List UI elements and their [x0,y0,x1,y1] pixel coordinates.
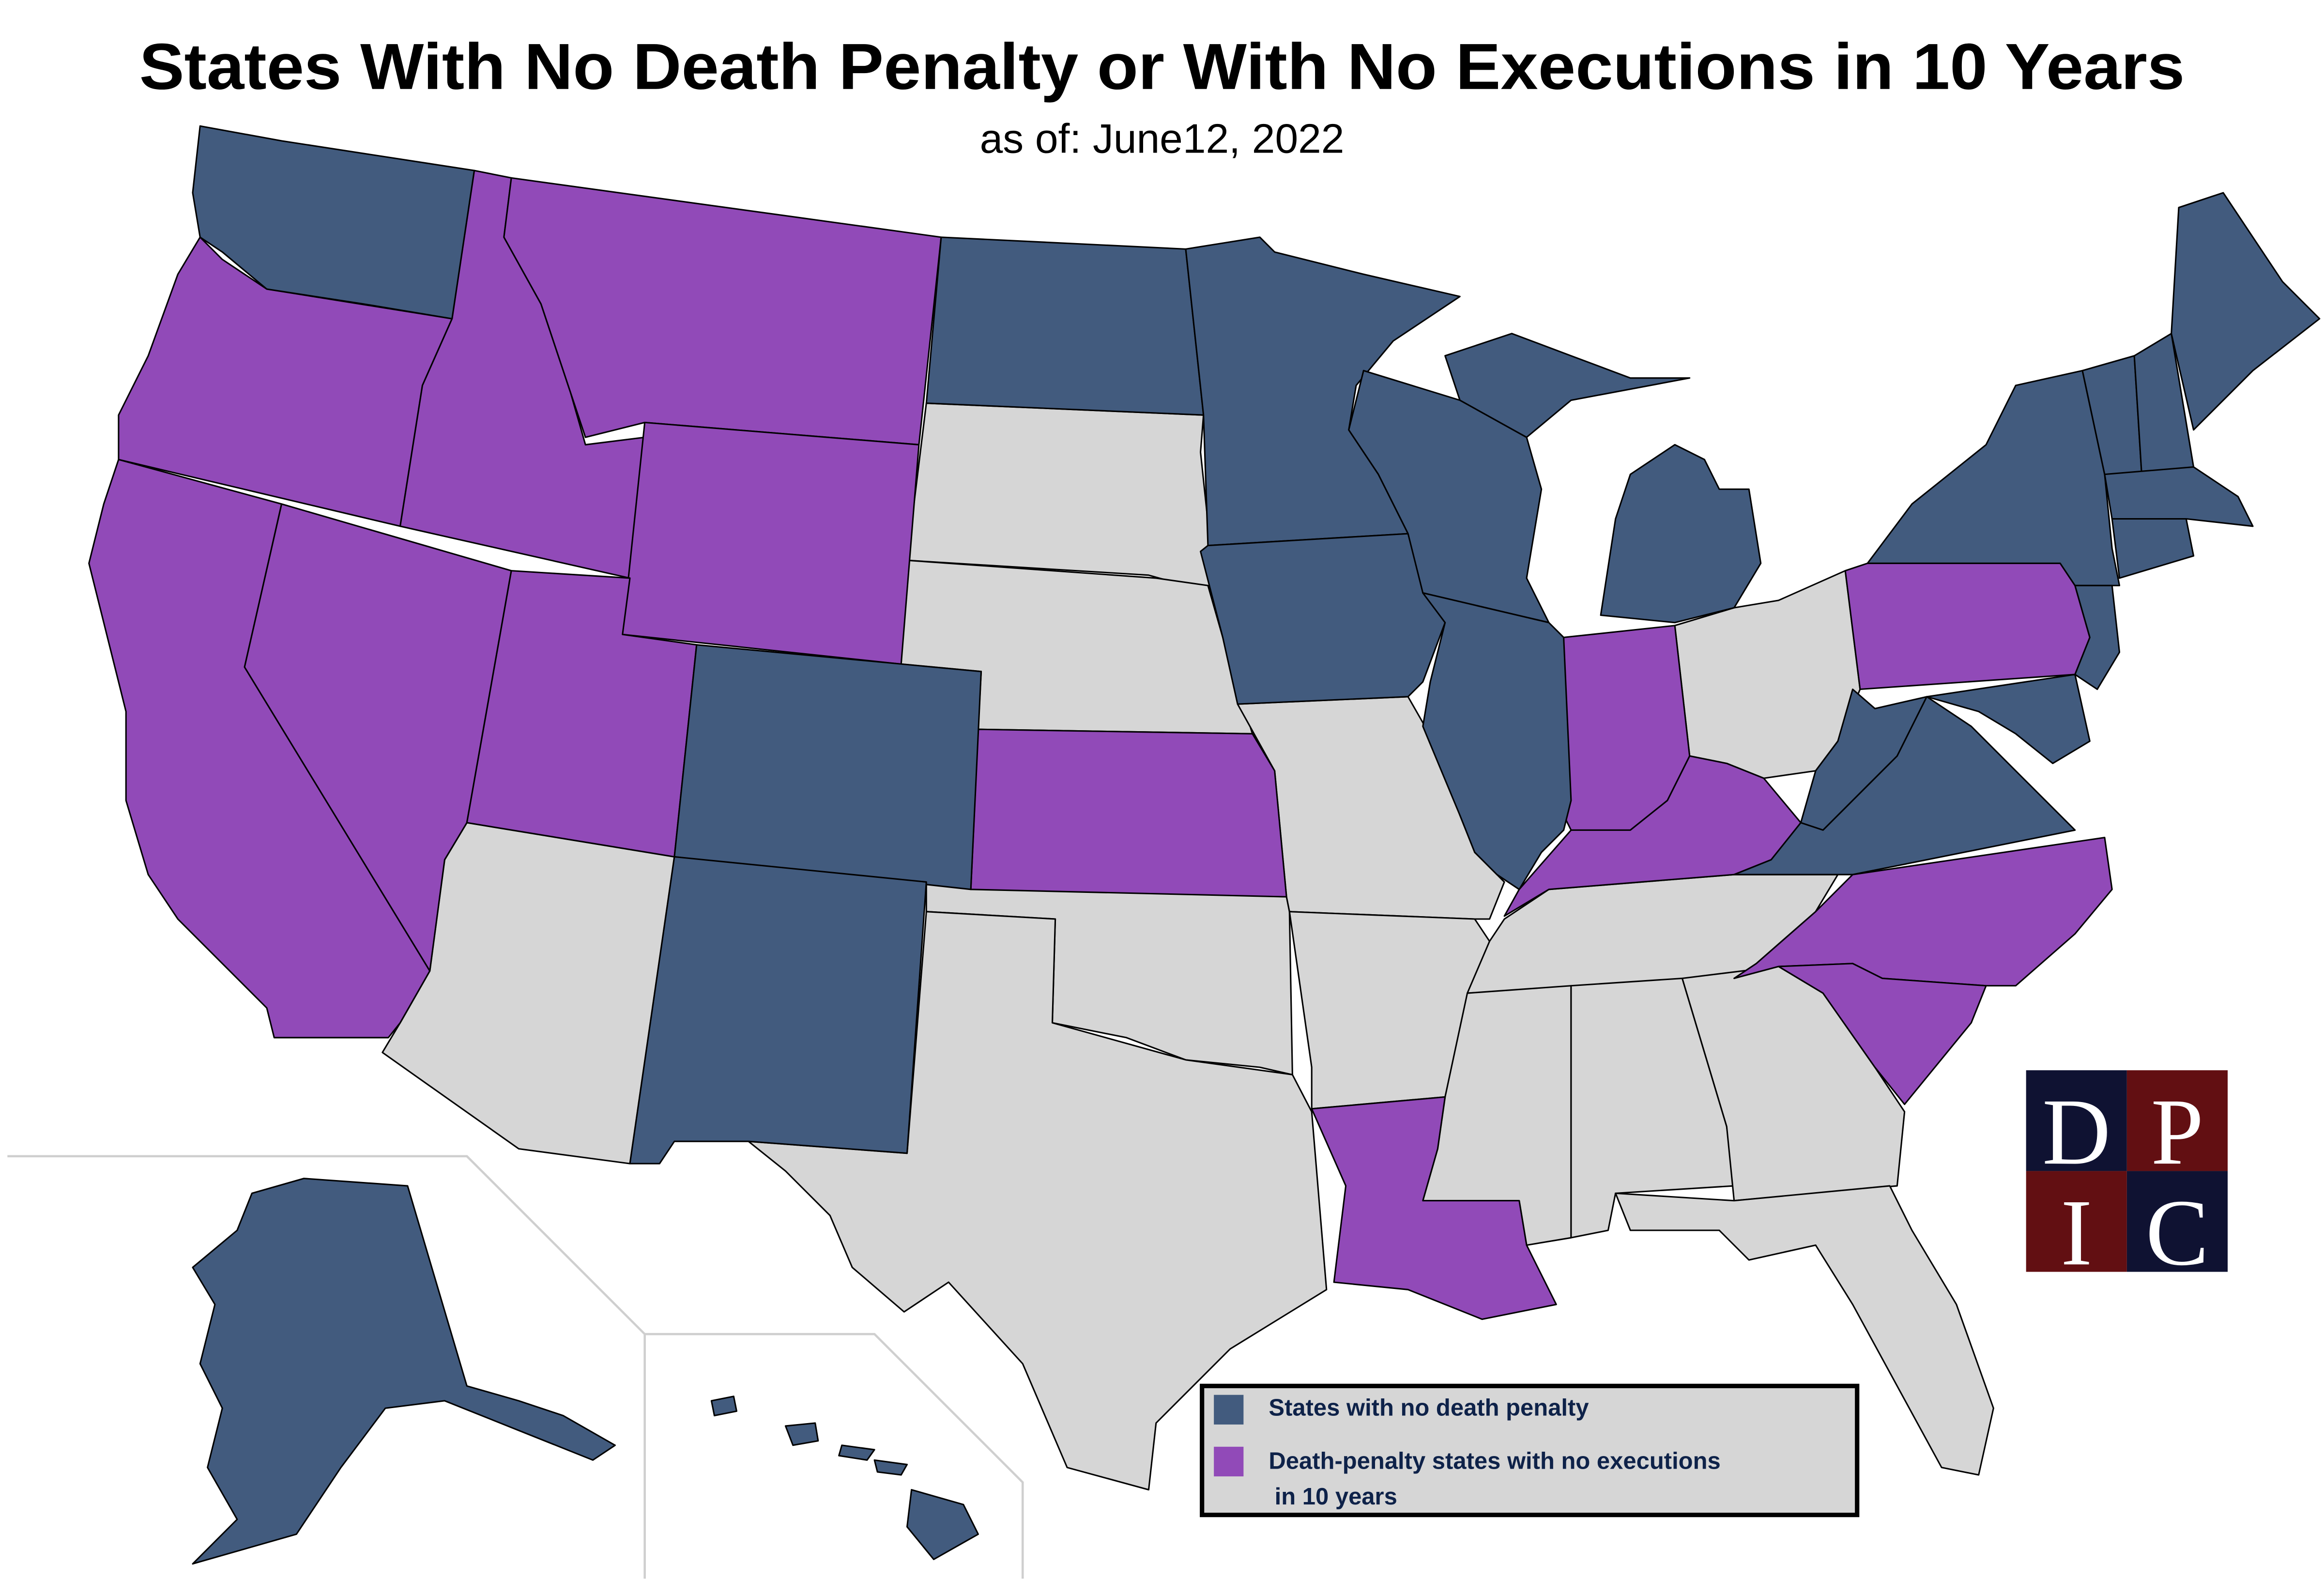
state-colorado[interactable] [673,644,982,890]
legend-box [1200,1383,1860,1518]
state-wyoming[interactable] [622,421,920,665]
state-connecticut-rhode-island[interactable] [2111,518,2195,579]
inset-divider-alaska [7,1155,646,1579]
map-subtitle: as of: June12, 2022 [980,115,1345,162]
state-washington[interactable] [192,125,475,320]
state-pennsylvania[interactable] [1844,562,2091,690]
state-new-york[interactable] [1866,369,2121,586]
logo-letter-p: P [2151,1079,2203,1184]
state-south-carolina[interactable] [1777,963,1987,1105]
state-kentucky[interactable] [1503,755,1802,917]
logo-letter-c: C [2146,1180,2209,1285]
state-louisiana[interactable] [1311,1096,1557,1320]
legend-swatch-no-death-penalty [1214,1395,1244,1425]
state-illinois[interactable] [1422,592,1572,890]
state-maine[interactable] [2171,192,2321,431]
state-michigan[interactable] [1600,444,1762,624]
state-florida[interactable] [1615,1185,1994,1476]
logo-letter-i: I [2061,1180,2092,1285]
legend-label-no-executions: Death-penalty states with no executions [1269,1448,1720,1474]
state-new-mexico[interactable] [629,856,927,1165]
dpic-logo: D P I C [2026,1070,2228,1285]
map-title: States With No Death Penalty or With No … [139,30,2185,103]
state-north-dakota[interactable] [925,236,1205,416]
legend-label-no-executions-line2: in 10 years [1275,1484,1397,1510]
states [88,125,2321,1565]
state-virginia[interactable] [1733,696,2076,875]
state-hawaii[interactable] [710,1396,979,1560]
state-kansas[interactable] [970,728,1287,898]
state-iowa[interactable] [1200,533,1446,705]
legend: States with no death penalty Death-penal… [1200,1383,1860,1518]
inset-divider-hawaii [644,1333,1024,1579]
legend-swatch-no-executions [1214,1446,1244,1477]
state-massachusetts[interactable] [2104,466,2254,527]
logo-letter-d: D [2042,1079,2110,1184]
state-michigan-upper[interactable] [1444,333,1691,438]
legend-label-no-death-penalty: States with no death penalty [1269,1395,1589,1421]
state-alaska[interactable] [192,1178,616,1565]
state-new-jersey[interactable] [2074,584,2121,690]
state-texas[interactable] [748,911,1328,1491]
